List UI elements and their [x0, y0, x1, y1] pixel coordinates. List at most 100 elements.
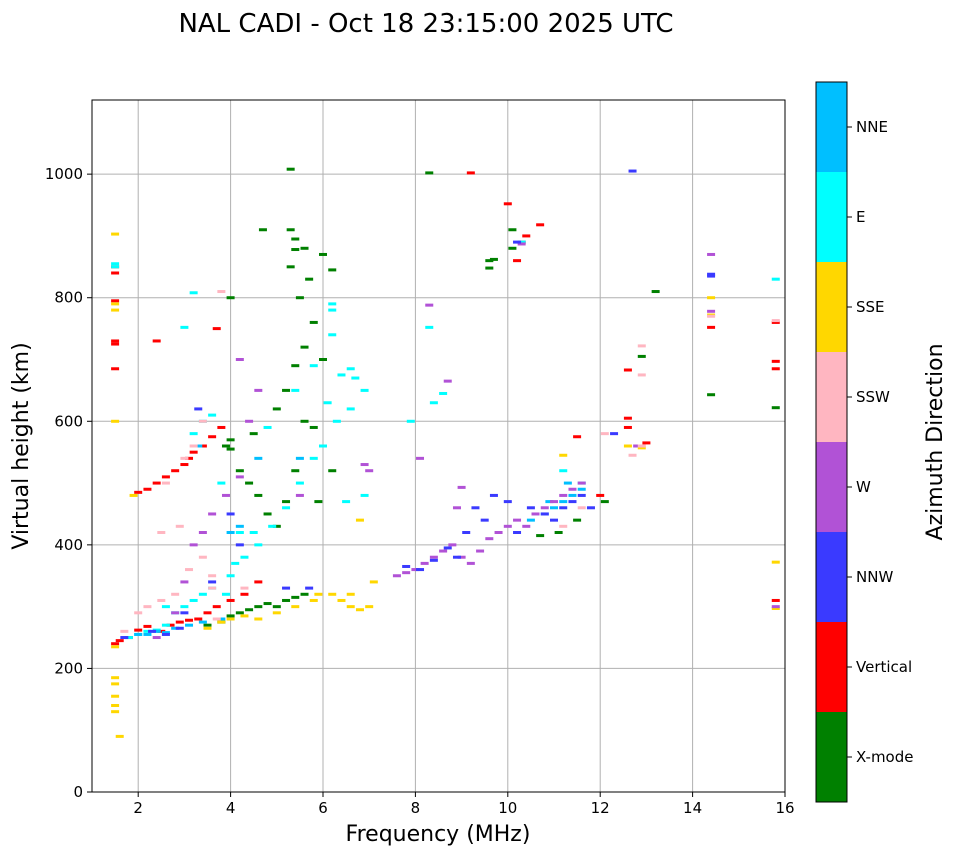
data-point-vertical	[166, 623, 175, 627]
data-point-vertical	[143, 487, 152, 491]
data-point-x-mode	[508, 228, 517, 232]
data-point-w	[245, 419, 254, 423]
data-point-nnw	[194, 407, 203, 411]
data-point-nnw	[175, 626, 184, 630]
plot-frame	[91, 99, 786, 793]
data-point-nnw	[550, 518, 558, 522]
data-point-sse	[771, 560, 780, 564]
data-point-sse	[129, 493, 138, 497]
data-point-w	[452, 506, 461, 510]
data-point-e	[254, 543, 263, 547]
data-point-ssw	[134, 611, 143, 615]
data-point-vertical	[111, 642, 120, 646]
data-point-w	[411, 568, 420, 572]
data-point-nnw	[443, 546, 452, 550]
colorbar-swatch-w	[816, 442, 847, 532]
data-point-e	[429, 401, 438, 405]
data-point-e	[346, 367, 355, 371]
data-point-ssw	[628, 453, 637, 457]
data-point-e	[282, 506, 291, 510]
data-point-nnw	[586, 506, 595, 510]
data-point-e	[198, 592, 207, 596]
y-tick-label: 800	[54, 289, 83, 307]
x-tick-label: 4	[226, 799, 236, 817]
chart-title: NAL CADI - Oct 18 23:15:00 2025 UTC	[178, 9, 673, 39]
data-point-e	[143, 629, 152, 633]
data-point-sse	[111, 419, 120, 423]
data-point-nne	[235, 524, 244, 528]
data-point-x-mode	[226, 296, 235, 300]
data-point-w	[494, 531, 503, 534]
data-point-vertical	[212, 327, 221, 331]
data-point-w	[633, 444, 642, 448]
data-point-e	[208, 413, 217, 417]
data-point-x-mode	[258, 228, 267, 232]
data-point-nnw	[452, 555, 461, 559]
data-point-sse	[254, 617, 263, 621]
data-point-w	[235, 475, 244, 479]
data-point-nnw	[208, 580, 217, 584]
data-point-ssw	[157, 598, 166, 602]
data-point-vertical	[115, 639, 124, 643]
data-point-x-mode	[282, 388, 291, 392]
data-point-sse	[111, 302, 120, 306]
data-point-sse	[111, 710, 120, 714]
data-point-e	[323, 401, 332, 405]
plot-area: 2 4 6 8 10 12 14 16 0 200 400 600 800 1000	[45, 99, 795, 817]
data-point-vertical	[623, 416, 632, 420]
data-point-sse	[217, 620, 226, 624]
x-axis-label: Frequency (MHz)	[346, 822, 531, 847]
data-point-w	[466, 561, 475, 565]
data-point-sse	[355, 608, 364, 612]
data-point-nnw	[120, 636, 129, 640]
data-point-vertical	[134, 490, 143, 494]
data-point-ssw	[198, 555, 207, 559]
data-point-sse	[111, 682, 120, 686]
colorbar-swatch-vertical	[816, 622, 847, 712]
x-axis-ticks: 2 4 6 8 10 12 14 16	[133, 792, 795, 817]
data-point-sse	[240, 614, 249, 618]
data-point-w	[189, 543, 198, 547]
data-point-vertical	[466, 171, 475, 175]
data-point-vertical	[111, 299, 120, 303]
data-point-x-mode	[651, 290, 660, 294]
data-point-e	[309, 456, 318, 460]
data-point-vertical	[152, 481, 161, 485]
data-point-e	[319, 444, 327, 448]
data-point-vertical	[111, 367, 120, 371]
data-point-e	[268, 524, 277, 528]
data-point-w	[531, 512, 540, 516]
data-point-e	[439, 391, 448, 395]
data-point-e	[161, 623, 170, 627]
data-point-vertical	[707, 325, 716, 329]
data-point-nne	[577, 487, 586, 491]
data-point-x-mode	[286, 228, 295, 232]
data-point-e	[189, 291, 198, 295]
data-point-e	[231, 561, 240, 565]
data-point-nne	[217, 617, 226, 621]
data-point-w	[429, 555, 438, 559]
data-point-vertical	[157, 629, 166, 633]
data-point-x-mode	[319, 358, 327, 361]
data-point-ssw	[208, 574, 217, 578]
colorbar-swatch-e	[816, 172, 847, 262]
y-axis-label: Virtual height (km)	[9, 342, 34, 549]
data-point-sse	[203, 626, 212, 630]
data-point-w	[402, 571, 411, 575]
data-point-e	[351, 376, 360, 380]
x-tick-label: 12	[591, 799, 610, 817]
data-point-e	[189, 432, 198, 436]
data-point-w	[416, 456, 425, 460]
data-point-x-mode	[300, 592, 309, 596]
colorbar-swatch-nne	[816, 82, 847, 172]
data-point-x-mode	[272, 605, 281, 609]
data-point-e	[291, 388, 300, 392]
data-point-nnw	[707, 272, 716, 276]
data-point-x-mode	[254, 493, 263, 497]
data-point-nnw	[282, 586, 291, 590]
data-point-x-mode	[707, 393, 716, 397]
data-point-vertical	[254, 580, 263, 584]
data-point-vertical	[208, 435, 217, 439]
colorbar-frame	[815, 81, 848, 803]
data-point-x-mode	[282, 500, 291, 504]
